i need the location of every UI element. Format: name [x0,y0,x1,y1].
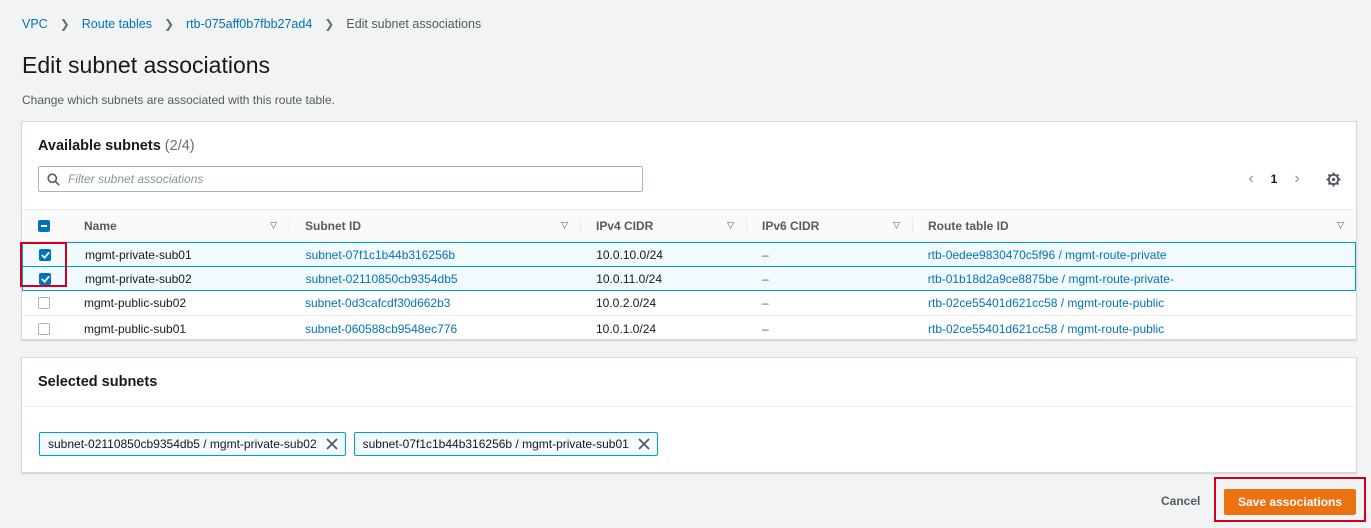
available-subnets-panel: Available subnets (2/4) ‹ 1 › [21,121,1357,340]
breadcrumb-route-table-id[interactable]: rtb-075aff0b7fbb27ad4 [186,17,313,31]
selected-token: subnet-02110850cb9354db5 / mgmt-private-… [39,432,346,456]
scrollbar[interactable] [1367,0,1371,528]
column-ipv4-cidr-label: IPv4 CIDR [596,218,654,233]
token-label: subnet-02110850cb9354db5 / mgmt-private-… [48,437,317,451]
row-select-cell [22,316,68,341]
available-subnets-count: (2/4) [164,138,195,154]
route-table-link[interactable]: rtb-0edee9830470c5f96 / mgmt-route-priva… [927,247,1167,262]
page-number[interactable]: 1 [1270,172,1278,186]
divider [22,406,1356,407]
row-select-cell [23,243,69,266]
page-title: Edit subnet associations [22,52,271,78]
pagination: ‹ 1 › [1240,170,1342,188]
column-name-label: Name [84,218,117,233]
subnets-table: Name ▽ Subnet ID ▽ IPv4 CIDR ▽ IPv6 CIDR ▽ R… [22,209,1356,341]
ipv6-cidr: – [761,247,769,262]
sort-icon[interactable]: ▽ [270,220,277,230]
subnet-name: mgmt-public-sub02 [84,296,187,310]
selected-tokens: subnet-02110850cb9354db5 / mgmt-private-… [39,432,658,456]
column-subnet-id[interactable]: Subnet ID ▽ [289,210,580,241]
ipv4-cidr: 10.0.10.0/24 [596,247,663,262]
row-checkbox[interactable] [38,322,50,335]
select-all-checkbox[interactable] [38,219,50,232]
column-route-table-id[interactable]: Route table ID ▽ [912,210,1356,241]
next-page-icon[interactable]: › [1294,170,1300,187]
row-checkbox[interactable] [39,248,51,261]
row-checkbox[interactable] [38,297,50,309]
column-ipv4-cidr[interactable]: IPv4 CIDR ▽ [580,210,746,241]
route-table-link[interactable]: rtb-01b18d2a9ce8875be / mgmt-route-priva… [927,271,1174,286]
token-label: subnet-07f1c1b44b316256b / mgmt-private-… [362,437,629,451]
sort-icon[interactable]: ▽ [561,220,568,230]
column-ipv6-cidr[interactable]: IPv6 CIDR ▽ [746,210,912,241]
row-checkbox[interactable] [39,272,51,285]
ipv4-cidr: 10.0.2.0/24 [596,296,657,310]
table-header: Name ▽ Subnet ID ▽ IPv4 CIDR ▽ IPv6 CIDR ▽ R… [22,209,1356,242]
route-table-link[interactable]: rtb-02ce55401d621cc58 / mgmt-route-publi… [928,296,1165,310]
close-icon[interactable] [325,437,339,451]
sort-icon[interactable]: ▽ [727,220,734,230]
selected-token: subnet-07f1c1b44b316256b / mgmt-private-… [353,432,658,456]
page-description: Change which subnets are associated with… [22,93,335,107]
row-select-cell [23,267,69,290]
breadcrumb-current: Edit subnet associations [346,17,482,31]
ipv4-cidr: 10.0.11.0/24 [596,271,663,286]
subnet-name: mgmt-private-sub02 [84,271,192,286]
subnet-id-link[interactable]: subnet-0d3cafcdf30d662b3 [305,296,451,310]
breadcrumb-route-tables[interactable]: Route tables [81,17,152,31]
table-row[interactable]: mgmt-private-sub01 subnet-07f1c1b44b3162… [22,242,1356,267]
subnet-id-link[interactable]: subnet-07f1c1b44b316256b [305,247,456,262]
breadcrumb-vpc[interactable]: VPC [22,17,48,31]
selected-subnets-title: Selected subnets [38,374,158,390]
table-row[interactable]: mgmt-public-sub01 subnet-060588cb9548ec7… [22,316,1356,341]
cancel-button[interactable]: Cancel [1161,494,1201,508]
subnet-id-link[interactable]: subnet-060588cb9548ec776 [305,321,458,336]
table-row[interactable]: mgmt-public-sub02 subnet-0d3cafcdf30d662… [22,291,1356,316]
column-route-table-id-label: Route table ID [928,218,1009,233]
save-associations-button[interactable]: Save associations [1224,489,1356,515]
column-subnet-id-label: Subnet ID [305,218,361,233]
chevron-right-icon: ❯ [163,17,175,31]
filter-field[interactable] [38,166,643,192]
column-ipv6-cidr-label: IPv6 CIDR [762,218,820,233]
chevron-right-icon: ❯ [324,17,335,31]
row-select-cell [22,291,68,315]
route-table-link[interactable]: rtb-02ce55401d621cc58 / mgmt-route-publi… [928,321,1165,336]
gear-icon[interactable] [1324,170,1342,188]
subnet-name: mgmt-public-sub01 [84,321,187,336]
filter-input[interactable] [68,172,628,186]
ipv6-cidr: – [762,321,769,336]
selected-subnets-panel: Selected subnets subnet-02110850cb9354db… [21,357,1357,473]
subnet-id-link[interactable]: subnet-02110850cb9354db5 [305,271,458,286]
available-subnets-header: Available subnets (2/4) [38,138,195,154]
ipv4-cidr: 10.0.1.0/24 [596,321,657,336]
close-icon[interactable] [637,437,651,451]
available-subnets-title: Available subnets [38,138,161,154]
ipv6-cidr: – [761,271,769,286]
select-all-cell [22,210,68,241]
sort-icon[interactable]: ▽ [893,220,900,230]
search-icon [47,172,60,186]
column-name[interactable]: Name ▽ [68,210,289,241]
ipv6-cidr: – [762,296,769,310]
table-row[interactable]: mgmt-private-sub02 subnet-02110850cb9354… [22,266,1356,291]
previous-page-icon[interactable]: ‹ [1248,170,1254,187]
breadcrumb: VPC ❯ Route tables ❯ rtb-075aff0b7fbb27a… [22,17,481,31]
chevron-right-icon: ❯ [59,17,70,31]
subnet-name: mgmt-private-sub01 [84,247,192,262]
sort-icon[interactable]: ▽ [1337,220,1344,230]
